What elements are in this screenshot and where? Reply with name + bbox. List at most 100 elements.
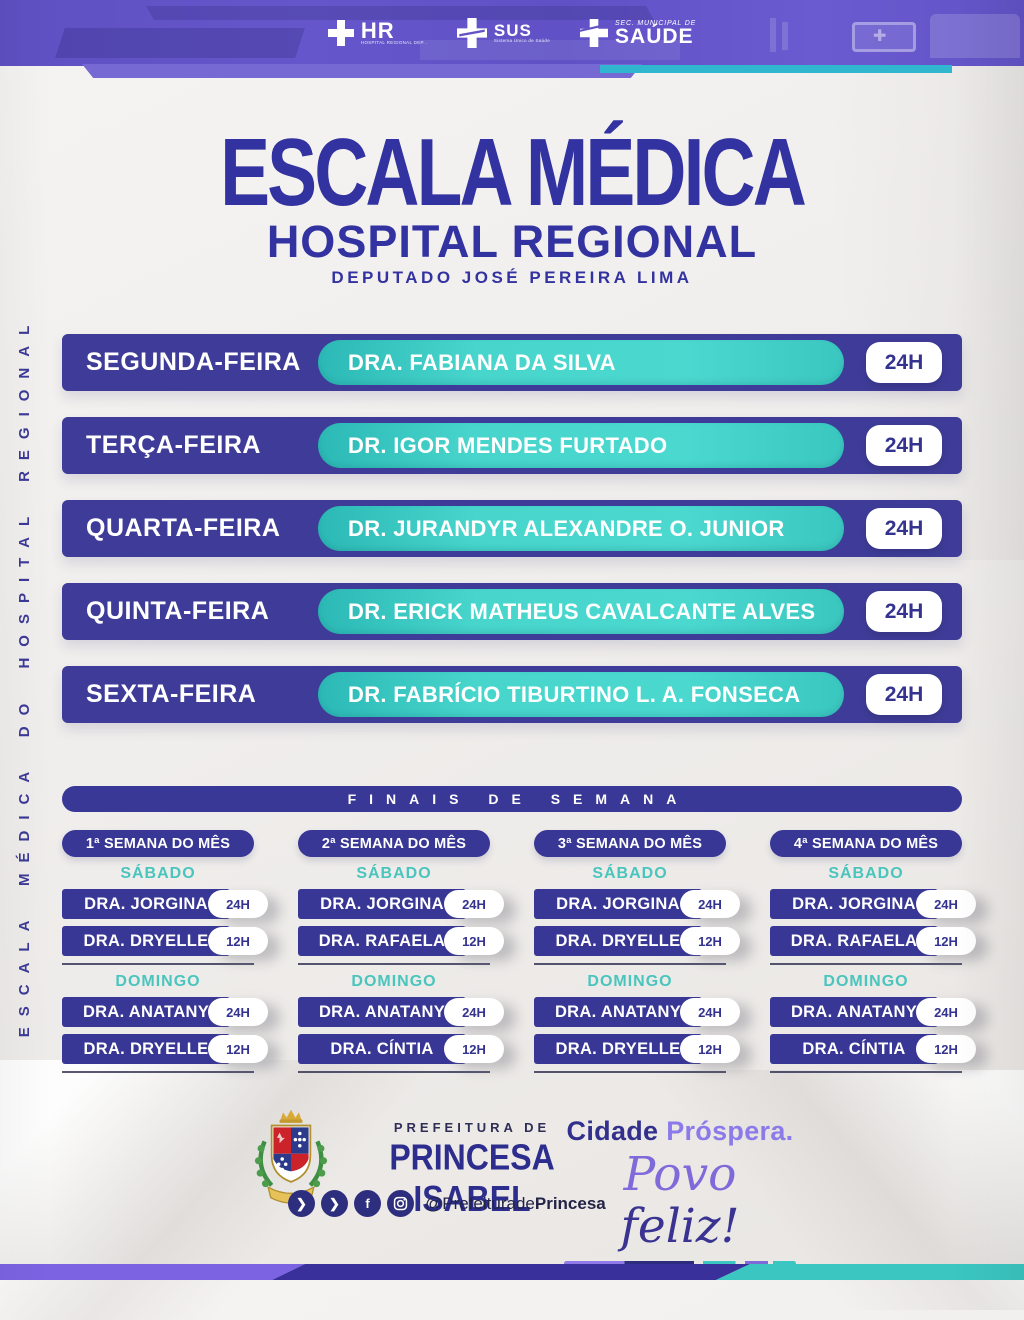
weekend-shift-row: DRA. DRYELLE 12H xyxy=(534,1034,740,1064)
slogan-word-povo: Povo xyxy=(624,1147,737,1202)
chevron-right-icon: ❯ xyxy=(288,1190,315,1217)
page-subtitle: HOSPITAL REGIONAL xyxy=(0,219,1024,264)
slogan-line-1: Cidade Próspera. xyxy=(558,1116,802,1147)
weekend-shift-row: DRA. JORGINA 24H xyxy=(62,889,268,919)
shift-badge: 12H xyxy=(680,1035,740,1063)
shift-badge: 24H xyxy=(866,591,942,632)
shift-badge: 12H xyxy=(680,927,740,955)
page-vignette xyxy=(0,0,1024,1280)
divider xyxy=(534,963,726,965)
weekend-shift-row: DRA. ANATANY 24H xyxy=(534,997,740,1027)
divider xyxy=(770,1071,962,1073)
shift-badge: 24H xyxy=(866,674,942,715)
slogan-underline xyxy=(564,1261,796,1266)
day-label: SEGUNDA-FEIRA xyxy=(86,334,301,391)
banner-photo-shape xyxy=(782,22,788,50)
schedule-row-wednesday: QUARTA-FEIRA DR. JURANDYR ALEXANDRE O. J… xyxy=(62,500,962,557)
week-label: 2ª SEMANA DO MÊS xyxy=(298,830,490,857)
weekend-shift-row: DRA. DRYELLE 12H xyxy=(62,1034,268,1064)
weekend-shift-row: DRA. DRYELLE 12H xyxy=(534,926,740,956)
weekend-shift-row: DRA. CÍNTIA 12H xyxy=(770,1034,976,1064)
weekend-shift-row: DRA. ANATANY 24H xyxy=(62,997,268,1027)
social-handle: @PrefeituradePrincesa xyxy=(425,1194,606,1214)
doctor-name-bar: DRA. DRYELLE xyxy=(534,926,702,956)
sunday-label: DOMINGO xyxy=(298,973,490,991)
slogan-line-2: Povo feliz! xyxy=(558,1149,802,1253)
doctor-name-bar: DRA. CÍNTIA xyxy=(770,1034,938,1064)
doctor-name-bar: DRA. ANATANY xyxy=(298,997,466,1027)
doctor-name-bar: DRA. JORGINA xyxy=(62,889,230,919)
saturday-label: SÁBADO xyxy=(298,865,490,883)
doctor-name-bar: DRA. JORGINA xyxy=(534,889,702,919)
city-slogan: Cidade Próspera. Povo feliz! xyxy=(558,1116,802,1266)
doctor-name-bar: DRA. RAFAELA xyxy=(770,926,938,956)
header-teal-line xyxy=(600,65,952,73)
doctor-name-bar: DRA. JORGINA xyxy=(770,889,938,919)
doctor-name-pill: DR. JURANDYR ALEXANDRE O. JUNIOR xyxy=(318,506,844,551)
shift-badge: 12H xyxy=(208,927,268,955)
day-label: TERÇA-FEIRA xyxy=(86,417,261,474)
hr-logo-sublabel: HOSPITAL REGIONAL DEP. JOSÉ PEREIRA LIMA xyxy=(361,40,427,45)
weekend-shift-row: DRA. JORGINA 24H xyxy=(770,889,976,919)
shift-badge: 24H xyxy=(680,998,740,1026)
week-column-2: 2ª SEMANA DO MÊS SÁBADO DRA. JORGINA 24H… xyxy=(298,830,504,1080)
shift-badge: 24H xyxy=(866,425,942,466)
schedule-row-thursday: QUINTA-FEIRA DR. ERICK MATHEUS CAVALCANT… xyxy=(62,583,962,640)
shift-badge: 24H xyxy=(916,998,976,1026)
week-column-4: 4ª SEMANA DO MÊS SÁBADO DRA. JORGINA 24H… xyxy=(770,830,976,1080)
weekend-shift-row: DRA. RAFAELA 12H xyxy=(770,926,976,956)
schedule-row-tuesday: TERÇA-FEIRA DR. IGOR MENDES FURTADO 24H xyxy=(62,417,962,474)
slogan-word-feliz: feliz! xyxy=(621,1199,740,1254)
shift-badge: 12H xyxy=(444,1035,504,1063)
secretaria-saude-logo: SEC. MUNICIPAL DE SAÚDE xyxy=(580,19,696,47)
bottom-accent-strip xyxy=(0,1264,1024,1280)
sunday-label: DOMINGO xyxy=(770,973,962,991)
social-row: ❯ ❯ f @PrefeituradePrincesa xyxy=(288,1190,606,1217)
facebook-icon: f xyxy=(354,1190,381,1217)
schedule-row-monday: SEGUNDA-FEIRA DRA. FABIANA DA SILVA 24H xyxy=(62,334,962,391)
sus-logo: SUS Sistema Único de Saúde xyxy=(456,18,550,48)
weekend-shift-row: DRA. JORGINA 24H xyxy=(298,889,504,919)
hr-cross-icon xyxy=(327,20,354,46)
doctor-name-bar: DRA. DRYELLE xyxy=(62,1034,230,1064)
banner-photo-shape xyxy=(420,40,680,60)
slogan-word-cidade: Cidade xyxy=(567,1116,659,1146)
shift-badge: 24H xyxy=(916,890,976,918)
sunday-label: DOMINGO xyxy=(534,973,726,991)
divider xyxy=(298,1071,490,1073)
saude-cross-icon xyxy=(580,19,609,47)
prefeitura-block: PREFEITURA DE PRINCESA ISABEL xyxy=(332,1120,612,1219)
divider xyxy=(770,963,962,965)
social-handle-bold: Princesa xyxy=(535,1194,606,1213)
title-block: ESCALA MÉDICA HOSPITAL REGIONAL DEPUTADO… xyxy=(0,116,1024,288)
weekend-section-title: FINAIS DE SEMANA xyxy=(62,786,962,812)
doctor-name-bar: DRA. ANATANY xyxy=(62,997,230,1027)
day-label: QUARTA-FEIRA xyxy=(86,500,280,557)
weekend-shift-row: DRA. RAFAELA 12H xyxy=(298,926,504,956)
banner-photo-shape xyxy=(770,18,776,52)
saude-logo-label: SAÚDE xyxy=(615,26,696,47)
doctor-name-bar: DRA. DRYELLE xyxy=(534,1034,702,1064)
shift-badge: 12H xyxy=(916,1035,976,1063)
medical-schedule-poster: HR HOSPITAL REGIONAL DEP. JOSÉ PEREIRA L… xyxy=(0,0,1024,1280)
doctor-name-bar: DRA. DRYELLE xyxy=(62,926,230,956)
sus-logo-label: SUS xyxy=(494,22,550,39)
strip-indigo xyxy=(272,1264,750,1280)
shift-badge: 24H xyxy=(866,508,942,549)
doctor-name-bar: DRA. JORGINA xyxy=(298,889,466,919)
doctor-name-pill: DR. ERICK MATHEUS CAVALCANTE ALVES xyxy=(318,589,844,634)
ambulance-cross-shape xyxy=(852,22,916,52)
doctor-name-bar: DRA. ANATANY xyxy=(534,997,702,1027)
doctor-name-bar: DRA. RAFAELA xyxy=(298,926,466,956)
sus-logo-sublabel: Sistema Único de Saúde xyxy=(494,38,550,43)
weekend-shift-row: DRA. CÍNTIA 12H xyxy=(298,1034,504,1064)
saturday-label: SÁBADO xyxy=(534,865,726,883)
week-label: 1ª SEMANA DO MÊS xyxy=(62,830,254,857)
prefeitura-label: PREFEITURA DE xyxy=(332,1120,612,1135)
shift-badge: 12H xyxy=(208,1035,268,1063)
hr-logo-label: HR xyxy=(361,19,427,41)
strip-purple xyxy=(0,1264,305,1280)
hospital-name: DEPUTADO JOSÉ PEREIRA LIMA xyxy=(0,268,1024,288)
sunday-label: DOMINGO xyxy=(62,973,254,991)
header-logos: HR HOSPITAL REGIONAL DEP. JOSÉ PEREIRA L… xyxy=(0,0,1024,66)
